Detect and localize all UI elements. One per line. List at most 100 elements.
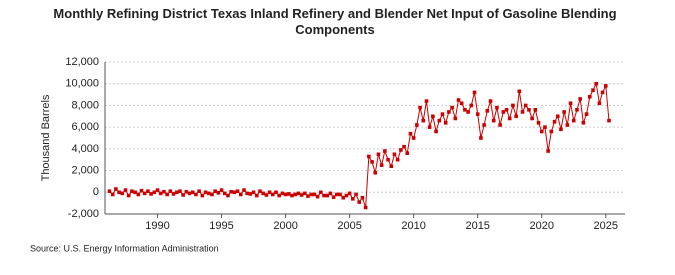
point [120, 191, 125, 196]
point [152, 190, 157, 195]
x-tick-label: 2025 [594, 220, 618, 232]
point [114, 187, 118, 191]
point [402, 144, 406, 149]
point [200, 193, 205, 198]
point [568, 101, 573, 106]
point [133, 190, 137, 195]
x-tick-label: 2010 [401, 220, 425, 232]
point [206, 191, 211, 196]
point [222, 191, 227, 196]
point [443, 121, 448, 125]
point [267, 190, 272, 195]
point [511, 103, 515, 108]
point [245, 191, 249, 196]
point [536, 121, 541, 125]
point [456, 98, 461, 102]
point [299, 193, 304, 197]
point [341, 195, 346, 200]
point [367, 154, 371, 159]
point [178, 189, 182, 193]
point [190, 190, 195, 195]
point [427, 125, 432, 129]
point [600, 90, 605, 95]
point [399, 148, 403, 152]
point [312, 192, 317, 197]
point [126, 193, 131, 198]
point [219, 188, 224, 192]
point [158, 191, 163, 196]
point [459, 101, 464, 106]
point [520, 110, 525, 114]
point [389, 164, 394, 169]
point [142, 191, 147, 196]
point [514, 114, 518, 119]
point [242, 188, 246, 192]
y-tick-label: 10,000 [65, 78, 99, 90]
point [136, 192, 141, 197]
point [495, 105, 499, 110]
point [277, 193, 281, 198]
point [251, 190, 256, 195]
point [203, 190, 208, 195]
chart-title: Monthly Refining District Texas Inland R… [53, 6, 617, 37]
point [418, 105, 422, 110]
y-tick-label: 4,000 [71, 143, 99, 155]
point [293, 192, 297, 197]
x-tick-label: 2020 [530, 220, 554, 232]
point [597, 101, 602, 106]
point [475, 112, 480, 116]
point [376, 152, 381, 157]
point [559, 127, 563, 132]
point [258, 189, 262, 193]
point [171, 192, 176, 196]
point [507, 116, 512, 121]
point [466, 110, 470, 114]
point [338, 192, 342, 197]
point [463, 107, 467, 112]
y-tick-label: 0 [93, 186, 99, 198]
point [607, 118, 611, 123]
point [421, 118, 426, 123]
point [431, 114, 435, 119]
y-tick-label: 2,000 [71, 164, 99, 176]
point [469, 103, 474, 108]
point [303, 191, 307, 196]
point [360, 195, 365, 200]
point [498, 123, 502, 127]
point [546, 149, 550, 153]
point [603, 84, 608, 88]
point [354, 192, 358, 197]
point [319, 190, 323, 195]
point [575, 107, 579, 112]
point [344, 193, 349, 198]
point [479, 136, 483, 140]
point [437, 118, 442, 123]
point [123, 188, 128, 192]
x-tick-label: 1995 [209, 220, 233, 232]
point [434, 129, 438, 134]
point [213, 189, 217, 193]
point [280, 191, 285, 196]
point [110, 192, 115, 197]
point [162, 189, 166, 194]
point [533, 107, 538, 112]
point [581, 121, 586, 125]
point [562, 110, 566, 114]
point [315, 194, 320, 199]
point [254, 193, 259, 198]
point [504, 107, 509, 112]
point [306, 194, 310, 198]
point [351, 197, 355, 201]
point [565, 123, 570, 127]
point [290, 193, 294, 198]
point [274, 190, 278, 195]
point [174, 190, 179, 195]
point [453, 116, 458, 121]
x-tick-label: 2000 [273, 220, 297, 232]
point [322, 193, 326, 198]
point [235, 189, 240, 193]
point [591, 88, 595, 93]
point [331, 195, 336, 199]
point [296, 191, 301, 196]
